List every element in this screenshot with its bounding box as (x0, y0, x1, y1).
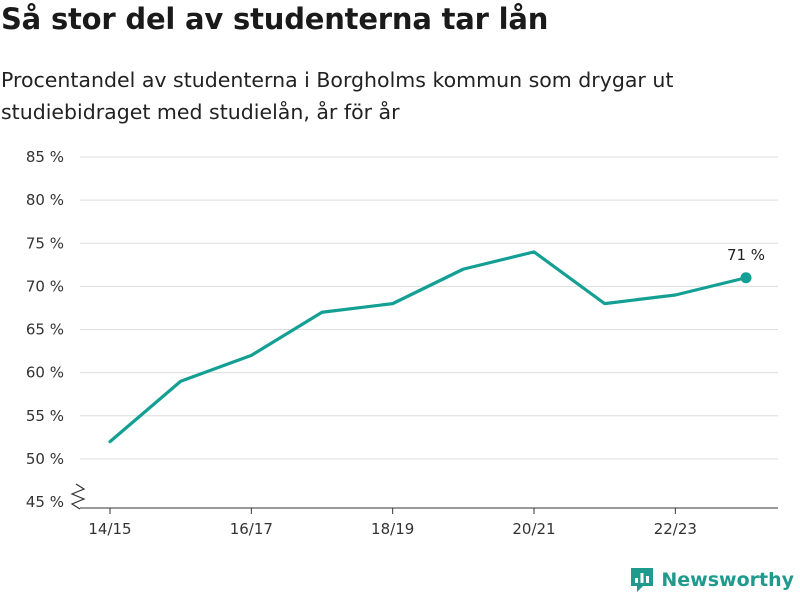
y-tick-label: 50 % (26, 450, 64, 468)
y-tick-label: 70 % (26, 277, 64, 295)
y-tick-label: 55 % (26, 407, 64, 425)
series-line (108, 250, 748, 444)
y-tick-label: 85 % (26, 148, 64, 166)
annotations: 71 % (727, 246, 765, 284)
data-label: 71 % (727, 246, 765, 264)
y-tick-label: 80 % (26, 191, 64, 209)
y-tick-label: 60 % (26, 364, 64, 382)
y-tick-label: 65 % (26, 321, 64, 339)
newsworthy-logo-icon (631, 568, 654, 592)
chart-title: Så stor del av studenterna tar lån (1, 2, 549, 36)
x-tick-label: 14/15 (88, 520, 131, 538)
x-tick-label: 18/19 (371, 520, 414, 538)
y-tick-label: 45 % (26, 493, 64, 511)
y-axis-labels: 45 % 50 % 55 % 60 % 65 % 70 % 75 % 80 % 85 % (26, 148, 64, 511)
series-layer (108, 250, 748, 444)
x-tick-label: 22/23 (654, 520, 697, 538)
data-point-marker (740, 272, 752, 284)
x-tick-label: 20/21 (512, 520, 555, 538)
x-axis: 14/15 16/17 18/19 20/21 22/23 (70, 483, 778, 538)
x-tick-label: 16/17 (230, 520, 273, 538)
newsworthy-brand: Newsworthy (629, 566, 794, 594)
y-tick-label: 75 % (26, 234, 64, 252)
axis-break-icon (70, 483, 86, 510)
chart-subtitle: Procentandel av studenterna i Borgholms … (1, 68, 674, 124)
grid-lines (80, 156, 778, 460)
brand-name: Newsworthy (661, 569, 794, 591)
